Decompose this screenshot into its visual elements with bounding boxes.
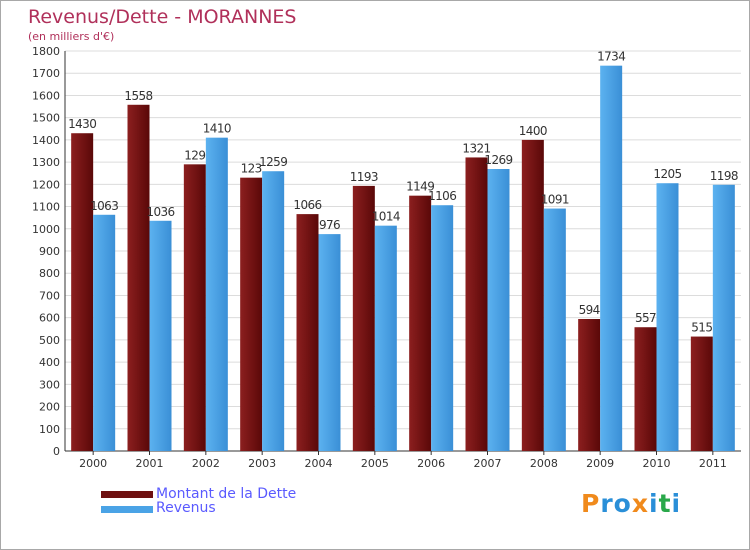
y-tick-label: 1100 [32,201,60,214]
y-tick-label: 1500 [32,112,60,125]
data-label-revenus-2003: 1259 [259,155,287,169]
legend-swatch-dette [101,491,153,498]
bar-revenus-2006 [431,205,454,451]
y-tick-label: 1200 [32,178,60,191]
brand-logo-letter: P [581,489,601,518]
bar-revenus-2004 [318,234,341,451]
x-tick-label-2007: 2007 [474,457,502,470]
data-label-dette-2003: 123 [241,162,262,176]
bar-revenus-2008 [543,208,566,451]
y-tick-label: 1600 [32,89,60,102]
data-label-dette-2001: 1558 [124,89,152,103]
y-tick-label: 600 [39,312,60,325]
bar-dette-2003 [240,177,263,451]
data-label-dette-2004: 1066 [293,198,321,212]
legend-label-revenus: Revenus [156,500,216,516]
x-tick-label-2003: 2003 [248,457,276,470]
y-tick-label: 1800 [32,45,60,58]
data-label-dette-2006: 1149 [406,180,434,194]
chart-subtitle: (en milliers d'€) [28,30,115,43]
y-tick-label: 200 [39,401,60,414]
bar-revenus-2005 [374,225,397,451]
data-label-revenus-2001: 1036 [146,205,174,219]
y-tick-label: 0 [53,445,60,458]
data-label-revenus-2008: 1091 [541,193,569,207]
x-tick-label-2006: 2006 [417,457,445,470]
bar-dette-2004 [296,214,319,451]
x-tick-label-2008: 2008 [530,457,558,470]
bar-dette-2002 [183,164,206,452]
data-label-dette-2011: 515 [691,321,712,335]
data-label-revenus-2007: 1269 [484,153,512,167]
data-label-revenus-2000: 1063 [90,199,118,213]
bar-dette-2000 [71,133,94,451]
legend-swatch-revenus [101,506,153,513]
y-tick-label: 1700 [32,67,60,80]
data-label-revenus-2009: 1734 [597,50,625,64]
data-label-dette-2002: 129 [184,148,205,162]
data-label-revenus-2011: 1198 [710,169,738,183]
data-label-dette-2010: 557 [635,311,656,325]
brand-logo-letter: t [658,489,672,518]
y-tick-label: 100 [39,423,60,436]
data-label-revenus-2010: 1205 [653,167,681,181]
bar-dette-2005 [352,185,375,451]
x-tick-label-2001: 2001 [136,457,164,470]
bar-revenus-2007 [487,169,510,451]
brand-logo-letter: o [613,489,632,518]
bar-dette-2009 [578,319,601,451]
y-tick-label: 700 [39,289,60,302]
bar-revenus-2009 [600,65,623,452]
y-tick-label: 1300 [32,156,60,169]
x-tick-label-2011: 2011 [699,457,727,470]
bars [71,65,735,452]
data-label-revenus-2006: 1106 [428,189,456,203]
x-tick-label-2010: 2010 [643,457,671,470]
bar-dette-2008 [521,139,544,451]
bar-revenus-2003 [262,171,285,451]
y-tick-label: 900 [39,245,60,258]
bar-dette-2010 [634,327,657,451]
x-tick-label-2005: 2005 [361,457,389,470]
y-tick-label: 1000 [32,223,60,236]
x-tick-label-2004: 2004 [305,457,333,470]
y-tick-label: 400 [39,356,60,369]
chart-title: Revenus/Dette - MORANNES [28,6,297,28]
bar-revenus-2000 [93,214,116,451]
bar-revenus-2011 [712,184,735,451]
data-label-dette-2009: 594 [579,303,600,317]
data-label-dette-2005: 1193 [350,170,378,184]
data-label-dette-2000: 1430 [68,117,96,131]
data-label-revenus-2005: 1014 [372,210,400,224]
bar-revenus-2010 [656,183,679,451]
bar-dette-2006 [409,195,432,451]
y-tick-label: 300 [39,378,60,391]
bar-revenus-2002 [205,137,228,451]
data-label-revenus-2002: 1410 [203,122,231,136]
brand-logo-letter: i [649,489,659,518]
bar-revenus-2001 [149,220,172,451]
brand-logo-letter: i [671,489,682,518]
brand-logo-letter: r [600,489,614,518]
x-tick-label-2002: 2002 [192,457,220,470]
y-tick-label: 800 [39,267,60,280]
bar-dette-2007 [465,157,488,451]
data-label-dette-2008: 1400 [519,124,547,138]
brand-logo: Proxiti [581,489,681,518]
data-label-revenus-2004: 976 [319,218,340,232]
bar-dette-2001 [127,104,150,452]
y-tick-label: 1400 [32,134,60,147]
data-label-dette-2007: 1321 [462,141,490,155]
axes: 0 100 200 300 400 500 600 700 800 900 1000 1100 1200… [32,45,741,470]
x-tick-label-2009: 2009 [586,457,614,470]
bar-dette-2011 [690,336,713,451]
x-tick-label-2000: 2000 [79,457,107,470]
legend-label-dette: Montant de la Dette [156,486,297,502]
y-tick-label: 500 [39,334,60,347]
gridlines [65,50,741,452]
brand-logo-letter: x [631,489,649,518]
